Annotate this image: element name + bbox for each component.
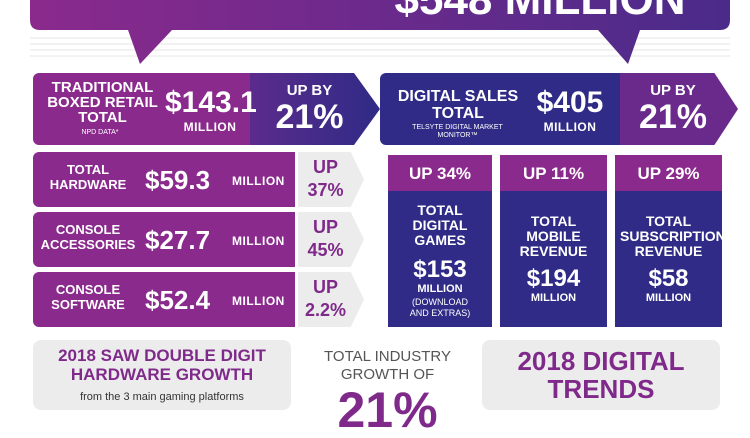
banner-title: $548 MILLION [350,0,730,22]
retail-item-change: 2.2% [304,300,347,320]
retail-item-box [33,272,295,327]
retail-item-change-label: UP [312,157,338,177]
digital-label: DIGITAL SALES TOTAL [397,88,519,122]
retail-change: 21% [275,98,344,136]
digital-item-label: TOTAL DIGITAL GAMES [412,202,468,248]
digital-item-amount: $58 [648,265,689,292]
page: {"banner": {"title": "$548 MILLION"}, "r… [30,0,738,435]
retail-item-change: 45% [307,240,344,260]
retail-amount: $143.1 [165,86,257,119]
retail-item-label: TOTAL HARDWARE [49,162,127,192]
retail-item-change: 37% [307,180,344,200]
retail-change-box [250,73,380,145]
growth-title: TOTAL INDUSTRY GROWTH OF [324,348,451,383]
digital-item-change: UP 29% [637,164,700,183]
digital-item-amount: $153 [413,256,467,283]
digital-item-change: UP 11% [522,164,585,183]
digital-change-box [620,73,738,145]
digital-item-header [500,155,607,191]
digital-source: TELSYTE DIGITAL MARKET MONITOR™ [412,124,503,139]
digital-item-header [388,155,492,191]
digital-item-label: TOTAL MOBILE REVENUE [519,213,588,259]
digital-total-box [380,73,640,145]
retail-item-change-label: UP [312,217,338,237]
banner [30,0,730,64]
hardware-box [33,340,291,410]
digital-item-body [500,191,607,327]
digital-item-body [615,191,722,327]
retail-item-unit: MILLION [232,294,285,308]
trends-box [482,340,720,410]
digital-amount: $405 [536,86,604,119]
retail-label: TRADITIONAL BOXED RETAIL TOTAL [47,79,158,126]
retail-item-amount: $59.3 [145,165,211,195]
digital-item-body [388,191,492,327]
retail-item-unit: MILLION [232,234,285,248]
digital-item-header [615,155,722,191]
retail-item-change-box [298,212,364,267]
retail-item-amount: $52.4 [145,285,211,315]
digital-item-unit: MILLION [530,292,577,304]
digital-change-label: UP BY [650,82,696,99]
retail-item-change-box [298,272,364,327]
digital-unit: MILLION [543,120,597,134]
digital-item-unit: MILLION [417,283,463,295]
growth-value: 21% [337,382,438,438]
hardware-title: 2018 SAW DOUBLE DIGIT HARDWARE GROWTH [58,346,266,384]
digital-item-change: UP 34% [408,164,472,183]
digital-item-note: (DOWNLOAD AND EXTRAS) [409,297,471,318]
retail-item-amount: $27.7 [145,225,211,255]
retail-item-label: CONSOLE ACCESSORIES [40,222,136,252]
hardware-subtitle: from the 3 main gaming platforms [80,391,244,403]
retail-item-change-box [298,152,364,207]
retail-total-box [33,73,273,145]
digital-item-unit: MILLION [645,292,692,304]
retail-item-label: CONSOLE SOFTWARE [51,282,125,312]
trends-title: 2018 DIGITAL TRENDS [517,346,685,404]
retail-unit: MILLION [183,120,237,134]
retail-item-box [33,212,295,267]
digital-item-amount: $194 [526,265,581,292]
retail-item-change-label: UP [312,277,338,297]
retail-item-box [33,152,295,207]
retail-source: NPD DATA* [81,129,119,136]
digital-item-label: TOTAL SUBSCRIPTION REVENUE [620,213,726,259]
retail-change-label: UP BY [286,82,333,99]
retail-item-unit: MILLION [232,174,285,188]
digital-change: 21% [638,98,708,136]
